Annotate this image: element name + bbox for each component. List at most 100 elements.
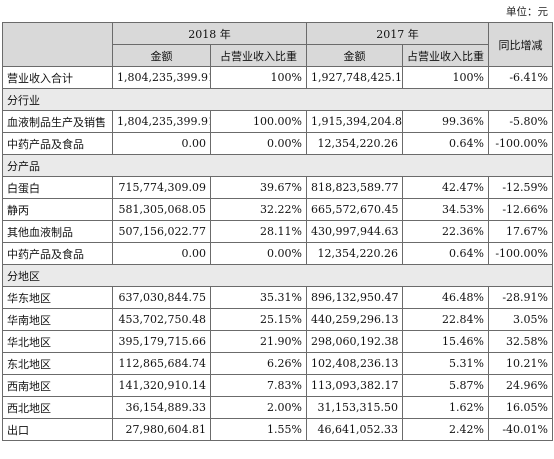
table-row: 出口 27,980,604.81 1.55% 46,641,052.33 2.42% -4… — [2, 418, 553, 441]
row-label: 静丙 — [2, 198, 113, 221]
table-row: 华南地区 453,702,750.48 25.15% 440,259,296.13 22… — [2, 308, 553, 331]
share-2018: 0.00% — [210, 132, 307, 155]
amount-2018: 36,154,889.33 — [112, 396, 211, 419]
share-2018: 32.22% — [210, 198, 307, 221]
share-2018: 2.00% — [210, 396, 307, 419]
yoy-change: 16.05% — [488, 396, 553, 419]
total-yoy: -6.41% — [488, 66, 553, 89]
yoy-change: -5.80% — [488, 110, 553, 133]
amount-2017: 102,408,236.13 — [306, 352, 403, 375]
yoy-change: -12.59% — [488, 176, 553, 199]
yoy-change: -40.01% — [488, 418, 553, 441]
amount-2017: 1,915,394,204.85 — [306, 110, 403, 133]
table-row: 白蛋白 715,774,309.09 39.67% 818,823,589.77 42.… — [2, 176, 553, 199]
amount-2017: 665,572,670.45 — [306, 198, 403, 221]
header-amount-2018: 金额 — [112, 44, 211, 67]
yoy-change: 10.21% — [488, 352, 553, 375]
row-label: 华东地区 — [2, 286, 113, 309]
row-label: 西南地区 — [2, 374, 113, 397]
section-title: 分行业 — [2, 88, 553, 111]
total-amount-2018: 1,804,235,399.91 — [112, 66, 211, 89]
amount-2018: 581,305,068.05 — [112, 198, 211, 221]
amount-2018: 112,865,684.74 — [112, 352, 211, 375]
amount-2017: 12,354,220.26 — [306, 132, 403, 155]
total-row: 营业收入合计 1,804,235,399.91 100% 1,927,748,4… — [2, 66, 553, 89]
total-amount-2017: 1,927,748,425.11 — [306, 66, 403, 89]
amount-2018: 1,804,235,399.91 — [112, 110, 211, 133]
section-title: 分产品 — [2, 154, 553, 177]
header-amount-2017: 金额 — [306, 44, 403, 67]
table-row: 中药产品及食品 0.00 0.00% 12,354,220.26 0.64% -100.0… — [2, 132, 553, 155]
amount-2018: 141,320,910.14 — [112, 374, 211, 397]
share-2017: 0.64% — [402, 132, 489, 155]
share-2017: 0.64% — [402, 242, 489, 265]
share-2017: 99.36% — [402, 110, 489, 133]
share-2017: 5.31% — [402, 352, 489, 375]
table-row: 血液制品生产及销售 1,804,235,399.91 100.00% 1,915,39… — [2, 110, 553, 133]
share-2017: 5.87% — [402, 374, 489, 397]
row-label: 西北地区 — [2, 396, 113, 419]
share-2018: 35.31% — [210, 286, 307, 309]
row-label: 华南地区 — [2, 308, 113, 331]
yoy-change: 17.67% — [488, 220, 553, 243]
amount-2017: 818,823,589.77 — [306, 176, 403, 199]
row-label: 白蛋白 — [2, 176, 113, 199]
amount-2017: 896,132,950.47 — [306, 286, 403, 309]
row-label: 东北地区 — [2, 352, 113, 375]
section-row: 分产品 — [2, 154, 553, 177]
total-share-2018: 100% — [210, 66, 307, 89]
table-row: 华东地区 637,030,844.75 35.31% 896,132,950.47 46… — [2, 286, 553, 309]
unit-label: 单位：元 — [506, 6, 548, 18]
amount-2017: 298,060,192.38 — [306, 330, 403, 353]
table-row: 华北地区 395,179,715.66 21.90% 298,060,192.38 15… — [2, 330, 553, 353]
yoy-change: 3.05% — [488, 308, 553, 331]
header-row-years: 2018 年 2017 年 同比增减 — [2, 22, 553, 67]
header-year-2018: 2018 年 — [112, 22, 307, 45]
section-title: 分地区 — [2, 264, 553, 287]
yoy-change: -100.00% — [488, 132, 553, 155]
amount-2018: 453,702,750.48 — [112, 308, 211, 331]
row-label: 中药产品及食品 — [2, 242, 113, 265]
share-2017: 46.48% — [402, 286, 489, 309]
amount-2018: 507,156,022.77 — [112, 220, 211, 243]
yoy-change: -12.66% — [488, 198, 553, 221]
row-label: 华北地区 — [2, 330, 113, 353]
share-2018: 0.00% — [210, 242, 307, 265]
table-row: 西南地区 141,320,910.14 7.83% 113,093,382.17 5.8… — [2, 374, 553, 397]
table-row: 中药产品及食品 0.00 0.00% 12,354,220.26 0.64% -100.0… — [2, 242, 553, 265]
amount-2018: 0.00 — [112, 132, 211, 155]
table-row: 东北地区 112,865,684.74 6.26% 102,408,236.13 5.3… — [2, 352, 553, 375]
table-row: 静丙 581,305,068.05 32.22% 665,572,670.45 34.5… — [2, 198, 553, 221]
share-2018: 7.83% — [210, 374, 307, 397]
share-2017: 22.84% — [402, 308, 489, 331]
share-2018: 25.15% — [210, 308, 307, 331]
share-2017: 15.46% — [402, 330, 489, 353]
share-2017: 42.47% — [402, 176, 489, 199]
table-row: 西北地区 36,154,889.33 2.00% 31,153,315.50 1.62%… — [2, 396, 553, 419]
amount-2017: 31,153,315.50 — [306, 396, 403, 419]
row-label: 血液制品生产及销售 — [2, 110, 113, 133]
yoy-change: -100.00% — [488, 242, 553, 265]
amount-2018: 0.00 — [112, 242, 211, 265]
yoy-change: -28.91% — [488, 286, 553, 309]
section-row: 分行业 — [2, 88, 553, 111]
share-2018: 21.90% — [210, 330, 307, 353]
amount-2018: 27,980,604.81 — [112, 418, 211, 441]
total-label: 营业收入合计 — [2, 66, 113, 89]
share-2018: 100.00% — [210, 110, 307, 133]
share-2018: 6.26% — [210, 352, 307, 375]
table-body: 2018 年 2017 年 同比增减 金额 占营业收入比重 金额 占营业收入比重… — [2, 22, 553, 441]
header-share-2018: 占营业收入比重 — [210, 44, 307, 67]
share-2017: 2.42% — [402, 418, 489, 441]
row-label: 出口 — [2, 418, 113, 441]
row-label: 中药产品及食品 — [2, 132, 113, 155]
amount-2017: 12,354,220.26 — [306, 242, 403, 265]
share-2017: 22.36% — [402, 220, 489, 243]
amount-2018: 715,774,309.09 — [112, 176, 211, 199]
header-year-2017: 2017 年 — [306, 22, 489, 45]
share-2018: 39.67% — [210, 176, 307, 199]
header-share-2017: 占营业收入比重 — [402, 44, 489, 67]
revenue-table: 2018 年 2017 年 同比增减 金额 占营业收入比重 金额 占营业收入比重… — [2, 22, 553, 441]
yoy-change: 32.58% — [488, 330, 553, 353]
amount-2018: 395,179,715.66 — [112, 330, 211, 353]
